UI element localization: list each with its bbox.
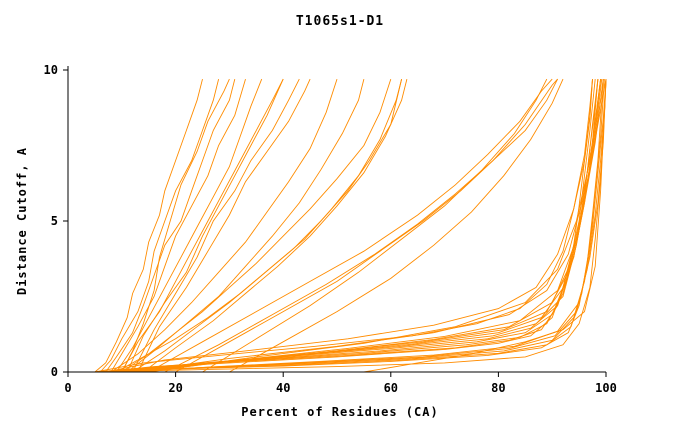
data-curve bbox=[132, 78, 403, 373]
data-curve bbox=[148, 78, 553, 373]
data-curve bbox=[121, 78, 230, 373]
data-curve bbox=[143, 79, 607, 373]
data-curve bbox=[116, 78, 403, 373]
data-curve bbox=[110, 79, 607, 373]
data-curve bbox=[202, 78, 548, 373]
data-curve bbox=[132, 78, 300, 373]
data-curve bbox=[105, 79, 605, 373]
data-curve bbox=[121, 79, 602, 373]
data-curve bbox=[105, 79, 599, 373]
data-curve bbox=[94, 79, 607, 373]
y-tick-label: 0 bbox=[51, 365, 58, 379]
data-curve bbox=[116, 78, 263, 373]
data-curve bbox=[126, 78, 365, 373]
x-tick-label: 0 bbox=[64, 381, 71, 395]
data-curve bbox=[363, 79, 607, 373]
data-curve bbox=[110, 78, 338, 373]
x-tick-label: 20 bbox=[168, 381, 182, 395]
x-tick-label: 60 bbox=[384, 381, 398, 395]
data-curve bbox=[94, 78, 203, 373]
data-curve bbox=[175, 78, 559, 373]
x-axis-label: Percent of Residues (CA) bbox=[241, 405, 439, 419]
data-curve bbox=[105, 78, 236, 373]
x-tick-label: 80 bbox=[491, 381, 505, 395]
data-curve bbox=[110, 78, 246, 373]
data-curve bbox=[229, 78, 564, 373]
data-curve bbox=[116, 79, 602, 373]
x-tick-label: 40 bbox=[276, 381, 290, 395]
data-curve bbox=[126, 78, 284, 373]
data-curve bbox=[116, 79, 607, 373]
data-curve bbox=[143, 78, 408, 373]
data-curve bbox=[99, 78, 220, 373]
data-curve bbox=[137, 78, 311, 373]
y-tick-label: 10 bbox=[44, 63, 58, 77]
data-curve bbox=[137, 79, 604, 373]
y-tick-label: 5 bbox=[51, 214, 58, 228]
data-curve bbox=[105, 79, 593, 373]
data-curve bbox=[148, 79, 602, 373]
data-curve bbox=[94, 79, 593, 373]
data-curve bbox=[121, 79, 607, 373]
data-curve bbox=[121, 78, 392, 373]
data-curve bbox=[110, 79, 599, 373]
chart-title: T1065s1-D1 bbox=[295, 14, 385, 29]
x-tick-label: 100 bbox=[595, 381, 617, 395]
data-curve bbox=[164, 78, 558, 373]
data-curve bbox=[100, 79, 604, 373]
